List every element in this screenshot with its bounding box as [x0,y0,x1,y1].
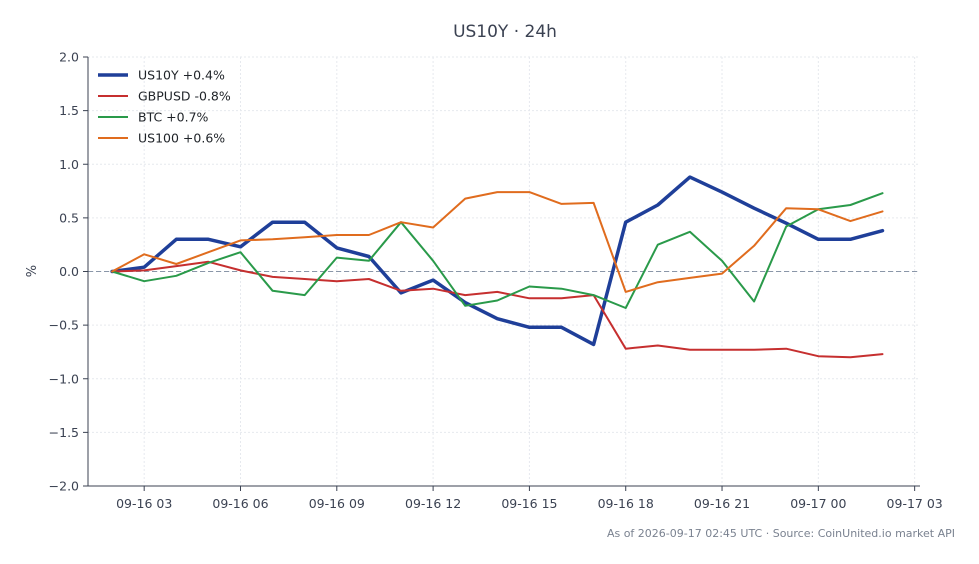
legend-label: BTC +0.7% [138,110,209,125]
y-tick-label: −1.5 [49,425,79,440]
y-tick-label: 0.5 [59,210,79,225]
x-tick-label: 09-16 06 [212,496,268,511]
legend-label: GBPUSD -0.8% [138,89,231,104]
series-line-2 [111,192,884,309]
x-tick-label: 09-16 21 [694,496,750,511]
legend-label: US100 +0.6% [138,131,225,146]
y-tick-label: 1.5 [59,103,79,118]
x-axis-ticks: 09-16 03 09-16 06 09-16 09 09-16 12 09-16 15… [116,486,943,511]
series-line-1 [111,260,884,359]
y-tick-label: −1.0 [49,371,79,386]
series-line-3 [111,191,884,293]
y-tick-label: −0.5 [49,318,79,333]
series-line-0 [110,175,885,347]
legend-label: US10Y +0.4% [138,68,225,83]
x-tick-label: 09-16 18 [598,496,654,511]
x-tick-label: 09-16 03 [116,496,172,511]
y-tick-label: 0.0 [59,264,79,279]
series-lines [110,175,885,359]
x-tick-label: 09-17 00 [790,496,846,511]
y-tick-label: 1.0 [59,157,79,172]
y-axis-label: % [25,265,40,277]
x-tick-label: 09-17 03 [887,496,943,511]
x-tick-label: 09-16 12 [405,496,461,511]
legend: US10Y +0.4% GBPUSD -0.8% BTC +0.7% US100 +0… [98,68,231,146]
y-tick-label: 2.0 [59,50,79,65]
source-footer: As of 2026-09-17 02:45 UTC · Source: Coi… [607,527,955,540]
x-tick-label: 09-16 15 [501,496,557,511]
chart-title: US10Y · 24h [453,22,557,42]
y-axis-ticks: 2.0 1.5 1.0 0.5 0.0 −0.5 −1.0 −1.5 −2.0 [49,50,88,494]
x-tick-label: 09-16 09 [309,496,365,511]
y-tick-label: −2.0 [49,479,79,494]
